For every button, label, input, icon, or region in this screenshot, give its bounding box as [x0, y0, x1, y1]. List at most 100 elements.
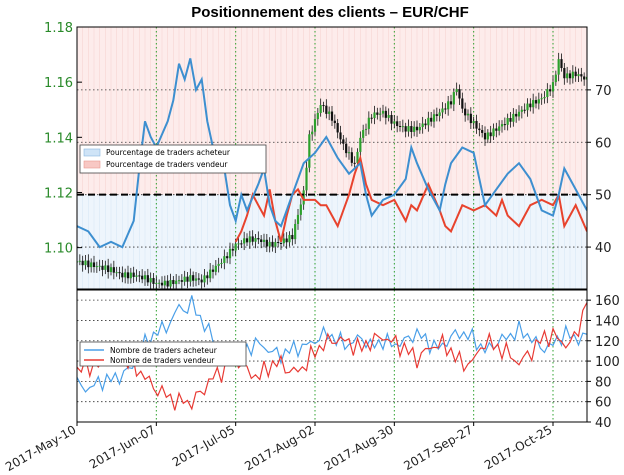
candle-body [183, 276, 186, 282]
candle-body [322, 105, 325, 107]
candle-body [526, 103, 529, 111]
bottom-panel-frame [76, 289, 588, 423]
candle-body [469, 113, 472, 124]
candle-body [543, 96, 546, 99]
candle-body [379, 113, 382, 115]
legend-short-pct-swatch [83, 160, 101, 169]
candle-body [523, 109, 526, 111]
candle-body [192, 275, 195, 281]
candle-body [285, 238, 288, 243]
candle-body [81, 260, 84, 266]
candle-body [574, 71, 577, 77]
candle-body [390, 114, 393, 124]
candle-body [503, 124, 506, 126]
left-tick-label: 1.12 [44, 186, 73, 201]
candle-body [282, 238, 285, 244]
candle-body [475, 120, 478, 129]
candle-body [124, 272, 127, 278]
short-pct-line [234, 154, 587, 243]
candle-body [376, 112, 379, 115]
candle-body [126, 272, 130, 279]
right-tick-bottom-label: 100 [595, 355, 620, 370]
candle-body [101, 265, 104, 270]
candle-body [333, 120, 336, 124]
bottom-panel-series [77, 295, 587, 411]
candle-body [104, 265, 107, 270]
legend-short-pct-label: Pourcentage de traders vendeur [106, 160, 228, 169]
candle-body [512, 113, 515, 122]
left-tick-label: 1.18 [44, 21, 73, 36]
candle-body [217, 263, 220, 266]
candle-body [396, 121, 399, 126]
candle-body [265, 239, 268, 247]
candle-body [228, 248, 232, 259]
candle-body [172, 280, 175, 285]
candle-body [316, 112, 319, 120]
right-tick-bottom-label: 60 [595, 396, 612, 411]
candle-body [107, 265, 110, 273]
candle-body [359, 137, 362, 152]
candle-body [441, 108, 444, 113]
candle-body [364, 128, 368, 131]
candle-body [532, 100, 535, 108]
candle-body [203, 275, 206, 283]
x-tick-label: 2017-Sep-27 [401, 422, 475, 473]
candle-body [517, 111, 521, 117]
chart-title: Positionnement des clients – EUR/CHF [191, 4, 469, 21]
short-count-line [77, 302, 587, 411]
candle-body [449, 101, 453, 105]
candle-body [305, 167, 308, 191]
candle-body [177, 280, 181, 282]
candle-body [141, 275, 144, 280]
candle-body [118, 272, 121, 274]
x-tick-label: 2017-May-10 [3, 422, 78, 474]
candle-body [495, 128, 498, 131]
right-tick-top-label: 50 [595, 189, 612, 204]
candle-body [206, 275, 209, 279]
candle-body [336, 123, 339, 133]
candle-body [430, 117, 433, 122]
candle-body [353, 162, 356, 164]
candle-body [529, 103, 532, 108]
candle-body [557, 59, 560, 75]
candle-body [209, 269, 212, 279]
candle-body [398, 125, 402, 127]
candle-body [345, 143, 348, 154]
candle-body [424, 123, 427, 126]
candle-body [135, 275, 138, 277]
candle-body [248, 236, 251, 243]
candle-body [200, 279, 203, 283]
candle-body [387, 114, 390, 118]
right-tick-top-label: 60 [595, 136, 612, 151]
candle-body [492, 128, 495, 137]
candle-body [370, 117, 373, 119]
candle-body [223, 256, 226, 263]
candle-body [129, 272, 132, 279]
candle-body [152, 278, 155, 284]
candle-body [166, 280, 169, 287]
candle-body [78, 260, 81, 262]
candle-body [580, 74, 583, 77]
candle-body [506, 118, 509, 125]
candle-body [240, 243, 243, 245]
candle-body [77, 261, 79, 263]
candle-body [149, 278, 152, 283]
legend-long-pct-swatch [83, 148, 101, 157]
candle-body [330, 111, 334, 121]
candle-body [481, 130, 484, 133]
candle-body [500, 124, 504, 127]
candle-body [534, 100, 538, 104]
right-tick-bottom-label: 120 [595, 335, 620, 350]
candle-body [291, 234, 294, 240]
candle-body [452, 92, 455, 105]
candle-body [381, 110, 385, 114]
candle-body [160, 282, 164, 286]
x-tick-label: 2017-Aug-30 [322, 422, 396, 473]
right-tick-top-label: 40 [595, 241, 612, 256]
right-tick-bottom-label: 140 [595, 314, 620, 329]
candle-body [121, 272, 124, 278]
candle-body [311, 131, 314, 135]
candle-body [560, 59, 563, 69]
candle-body [509, 118, 512, 122]
candle-body [432, 114, 436, 122]
